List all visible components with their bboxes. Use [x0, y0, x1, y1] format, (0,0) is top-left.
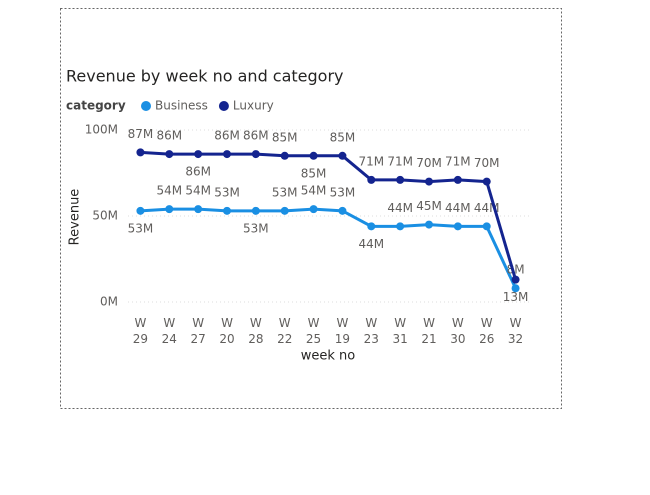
data-point: [482, 177, 491, 186]
y-axis-title: Revenue: [68, 189, 83, 246]
data-label: 85M: [301, 166, 327, 180]
data-label: 70M: [416, 156, 442, 170]
data-label: 54M: [156, 184, 182, 198]
legend-marker: [218, 101, 229, 111]
data-point: [223, 206, 231, 215]
data-label: 85M: [272, 130, 298, 144]
data-point: [511, 275, 520, 284]
data-label: 54M: [185, 184, 211, 198]
data-point: [251, 150, 260, 159]
x-tick-label: W 22: [277, 316, 293, 346]
x-tick-label: W 20: [219, 316, 235, 346]
x-tick-label: W 21: [421, 316, 437, 346]
data-point: [425, 177, 433, 186]
data-label: 53M: [214, 185, 240, 199]
data-point: [309, 205, 318, 214]
x-tick-label: W 32: [507, 316, 524, 346]
data-label: 86M: [214, 129, 240, 143]
data-point: [453, 175, 462, 184]
legend-label: Luxury: [233, 99, 274, 113]
data-point: [482, 222, 491, 231]
x-tick-label: W 30: [450, 316, 466, 346]
series-line: [140, 150, 518, 281]
data-point: [136, 148, 145, 157]
data-label: 71M: [387, 154, 413, 168]
data-label: 44M: [358, 237, 384, 251]
series-line: [140, 207, 517, 289]
data-label: 86M: [185, 165, 211, 179]
legend-title: category: [66, 99, 126, 113]
data-label: 53M: [243, 221, 269, 235]
data-label: 44M: [445, 201, 471, 215]
data-point: [194, 150, 203, 159]
data-label: 86M: [243, 129, 269, 143]
data-point: [136, 206, 145, 215]
data-point: [338, 151, 347, 160]
x-tick-label: W 28: [248, 316, 264, 346]
data-point: [280, 206, 289, 215]
data-point: [251, 206, 260, 215]
data-label: 53M: [330, 185, 356, 199]
data-point: [165, 205, 174, 214]
data-label: 53M: [128, 221, 154, 235]
x-tick-label: W 31: [392, 316, 408, 346]
data-point: [511, 284, 520, 293]
data-label: 71M: [358, 154, 384, 168]
data-point: [367, 175, 376, 184]
data-point: [309, 151, 318, 160]
x-tick-label: W 26: [479, 316, 495, 346]
data-label: 85M: [330, 130, 356, 144]
data-label: 54M: [301, 184, 327, 198]
data-point: [425, 220, 433, 229]
data-label: 13M: [503, 290, 529, 304]
x-tick-label: W 29: [132, 316, 149, 346]
chart-title: Revenue by week no and category: [66, 67, 344, 86]
y-tick-label: 100M: [85, 123, 118, 137]
y-tick-label: 0M: [100, 295, 118, 309]
y-tick-label: 50M: [92, 209, 118, 223]
data-label: 53M: [272, 185, 298, 199]
x-tick-label: W 27: [190, 316, 206, 346]
x-tick-label: W 23: [363, 316, 379, 346]
x-tick-label: W 24: [161, 316, 177, 346]
data-label: 71M: [445, 154, 471, 168]
data-point: [338, 206, 347, 215]
legend-label: Business: [155, 99, 208, 113]
data-label: 70M: [474, 156, 500, 170]
data-label: 86M: [156, 129, 182, 143]
x-tick-label: W 25: [305, 316, 322, 346]
visual-border: [60, 8, 562, 409]
data-label: 45M: [416, 199, 442, 213]
data-point: [165, 150, 174, 159]
data-point: [396, 222, 405, 231]
data-point: [194, 205, 203, 214]
x-tick-label: W 19: [334, 316, 351, 346]
x-axis-title: week no: [301, 349, 356, 364]
data-point: [453, 222, 462, 231]
data-point: [223, 150, 231, 159]
data-point: [367, 222, 376, 231]
data-label: 87M: [128, 127, 154, 141]
data-point: [396, 175, 405, 184]
data-label: 44M: [387, 201, 413, 215]
legend-marker: [141, 101, 151, 111]
data-point: [280, 151, 289, 160]
